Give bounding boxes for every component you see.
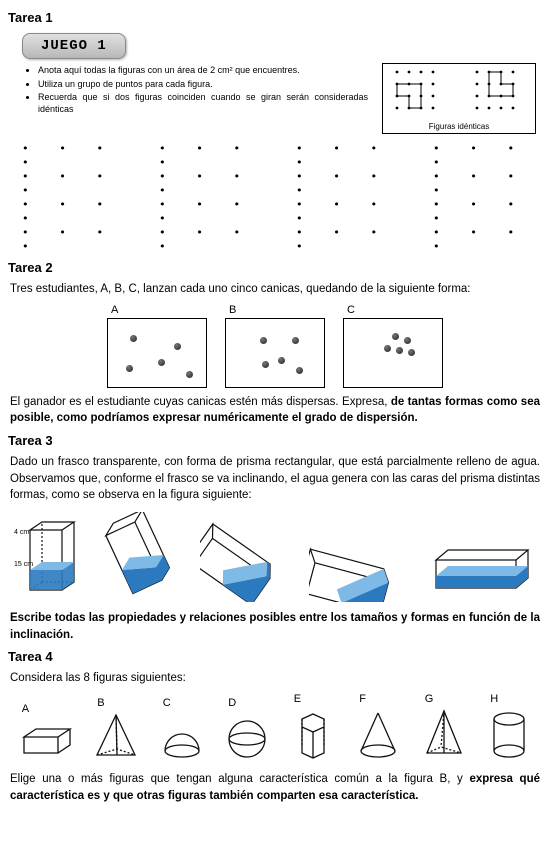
tarea4-figures: A B C D E — [8, 693, 542, 763]
prism-tilt3 — [309, 532, 419, 602]
prism-upright: 4 cm 15 cm — [12, 512, 92, 602]
tarea1-bullet: Anota aquí todas la figuras con un área … — [38, 65, 368, 77]
tarea4-intro: Considera las 8 figuras siguientes: — [10, 670, 540, 687]
dot-grid: • • • •• • • •• • • •• • • • — [22, 142, 131, 254]
marble — [396, 347, 403, 354]
tarea3-conclusion: Escribe todas las propiedades y relacion… — [10, 610, 540, 643]
marble-box-a — [107, 318, 207, 388]
shape-cone — [355, 707, 401, 763]
tarea2-intro: Tres estudiantes, A, B, C, lanzan cada u… — [10, 281, 540, 298]
shape-pyramid — [421, 707, 467, 763]
marble — [392, 333, 399, 340]
marble — [158, 359, 165, 366]
marble — [296, 367, 303, 374]
tarea4-title: Tarea 4 — [8, 649, 542, 664]
tarea3-title: Tarea 3 — [8, 433, 542, 448]
dot-grids-row: • • • •• • • •• • • •• • • • • • • •• • … — [22, 142, 542, 254]
marble — [384, 345, 391, 352]
marble — [278, 357, 285, 364]
marble — [186, 371, 193, 378]
marble — [260, 337, 267, 344]
svg-text:4 cm: 4 cm — [14, 529, 29, 536]
tarea1-title: Tarea 1 — [8, 10, 542, 25]
marble-label-c: C — [347, 304, 443, 316]
marble-label-b: B — [229, 304, 325, 316]
dot-grid: • • • •• • • •• • • •• • • • — [433, 142, 542, 254]
fig-label: G — [421, 693, 467, 705]
fig-label: C — [159, 697, 205, 709]
fig-label: B — [93, 697, 139, 709]
fig-label: A — [18, 703, 74, 715]
marble — [262, 361, 269, 368]
shape-sphere — [224, 711, 270, 763]
marble — [404, 337, 411, 344]
shape-box — [18, 717, 74, 763]
dot-grid: • • • •• • • •• • • •• • • • — [296, 142, 405, 254]
fig-label: E — [290, 693, 336, 705]
shape-hemisphere — [159, 711, 205, 763]
marble — [408, 349, 415, 356]
marble-label-a: A — [111, 304, 207, 316]
marble — [174, 343, 181, 350]
tarea2-title: Tarea 2 — [8, 260, 542, 275]
tarea1-bullet: Utiliza un grupo de puntos para cada fig… — [38, 79, 368, 91]
shape-tetra — [93, 711, 139, 763]
example-dotgrid-svg — [389, 68, 529, 122]
fig-label: H — [486, 693, 532, 705]
fig-label: F — [355, 693, 401, 705]
shape-hexprism — [290, 707, 336, 763]
prism-side — [428, 532, 538, 602]
tarea2-conclusion: El ganador es el estudiante cuyas canica… — [10, 394, 540, 427]
marble — [292, 337, 299, 344]
prism-tilt1 — [101, 512, 191, 602]
fig-label: D — [224, 697, 270, 709]
tarea1-instructions: Anota aquí todas la figuras con un área … — [8, 63, 372, 120]
marble — [130, 335, 137, 342]
dot-grid: • • • •• • • •• • • •• • • • — [159, 142, 268, 254]
svg-text:15 cm: 15 cm — [14, 561, 33, 568]
tarea4-conclusion: Elige una o más figuras que tengan algun… — [10, 771, 540, 804]
marble — [126, 365, 133, 372]
juego-badge: JUEGO 1 — [22, 33, 126, 59]
shape-cylinder — [486, 707, 532, 763]
marble-box-c — [343, 318, 443, 388]
example-box: Figuras idénticas — [382, 63, 536, 134]
tarea1-bullet: Recuerda que si dos figuras coinciden cu… — [38, 92, 368, 115]
example-caption: Figuras idénticas — [389, 122, 529, 131]
tarea3-intro: Dado un frasco transparente, con forma d… — [10, 454, 540, 504]
marble-box-b — [225, 318, 325, 388]
tarea3-figures: 4 cm 15 cm — [8, 512, 542, 602]
prism-tilt2 — [200, 522, 300, 602]
